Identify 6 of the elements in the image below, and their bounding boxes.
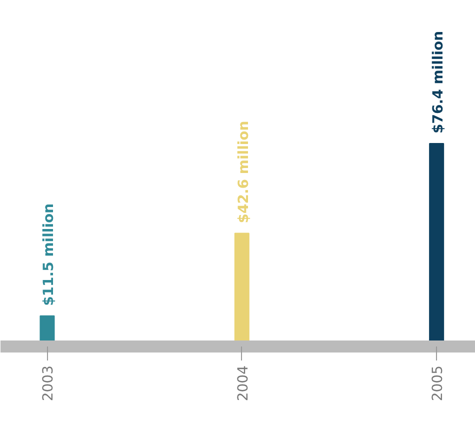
data-label: $42.6 million <box>236 120 252 224</box>
x-tick-label: 2005 <box>430 365 446 402</box>
x-tick-label: 2004 <box>235 365 252 402</box>
data-label: $76.4 million <box>430 30 447 134</box>
data-label: $11.5 million <box>41 203 58 306</box>
x-tick-label: 2003 <box>40 365 57 402</box>
